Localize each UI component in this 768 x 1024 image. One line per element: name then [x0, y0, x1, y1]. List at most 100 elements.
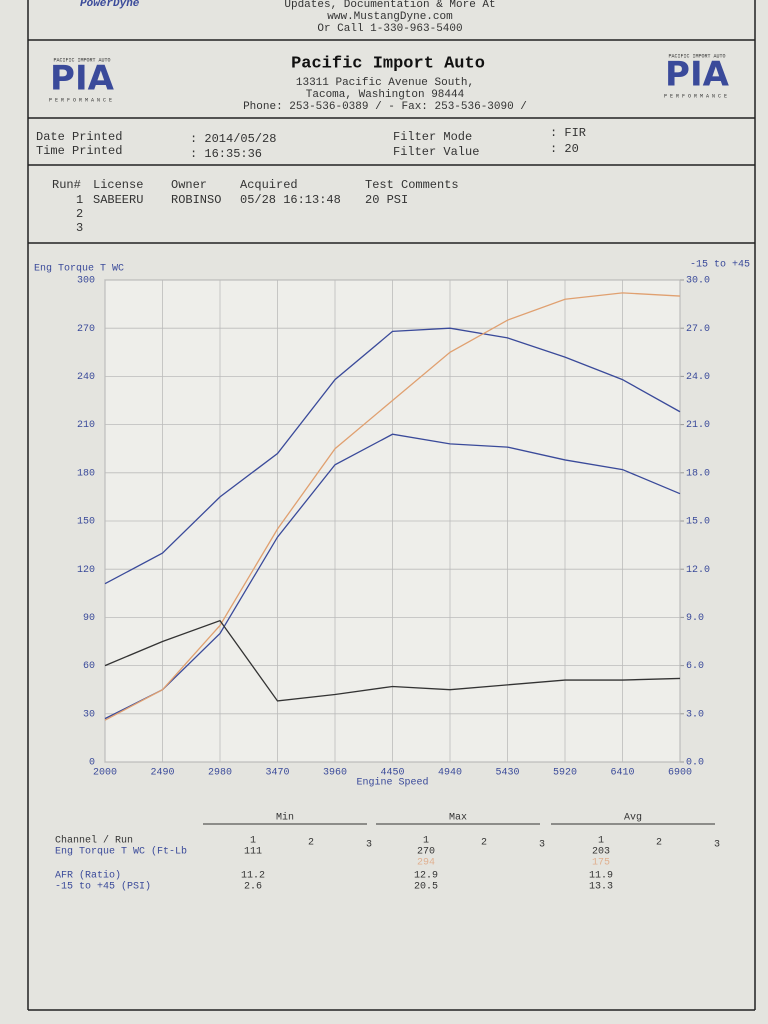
y2-tick-label: 30.0 — [686, 276, 710, 287]
header-line: www.MustangDyne.com — [327, 11, 453, 23]
x-tick-label: 2490 — [150, 768, 174, 779]
y2-tick-label: 24.0 — [686, 372, 710, 383]
column-header: Acquired — [240, 178, 298, 192]
cell: 05/28 16:13:48 — [240, 193, 341, 207]
cell: 13.3 — [589, 882, 613, 893]
chart: 0 30 60 90 120 150 180 210 240 270 300 0.0 3.0 6.0 9.0… — [34, 260, 750, 789]
y-tick-label: 210 — [77, 420, 95, 431]
x-tick-label: 3470 — [265, 768, 289, 779]
y-tick-label: 300 — [77, 276, 95, 287]
y2-tick-label: 18.0 — [686, 468, 710, 479]
series-line — [104, 292, 681, 721]
y2-tick-label: 15.0 — [686, 517, 710, 528]
info-value: : 2014/05/28 — [190, 132, 276, 146]
company-name: Pacific Import Auto — [291, 54, 485, 73]
series-line — [104, 619, 681, 702]
cell: 1 — [76, 193, 83, 207]
y2-tick-label: 12.0 — [686, 565, 710, 576]
series-line — [104, 433, 681, 720]
cell: 11.9 — [589, 871, 613, 882]
cell: 294 — [417, 858, 435, 869]
y2-tick-label: 21.0 — [686, 420, 710, 431]
y2-tick-label: 0.0 — [686, 758, 704, 769]
address: Tacoma, Washington 98444 — [306, 89, 465, 101]
y2-tick-label: 27.0 — [686, 324, 710, 335]
cell: 2.6 — [244, 882, 262, 893]
cell: SABEERU — [93, 193, 143, 207]
run-number: 3 — [366, 840, 372, 851]
header-line: Or Call 1-330-963-5400 — [317, 23, 462, 35]
cell: 270 — [417, 847, 435, 858]
info-label: Date Printed — [36, 130, 122, 144]
y2-tick-label: 6.0 — [686, 661, 704, 672]
y-tick-label: 180 — [77, 468, 95, 479]
logo-bottom: PERFORMANCE — [664, 93, 730, 99]
y-tick-label: 30 — [83, 709, 95, 720]
run-number: 1 — [598, 836, 604, 847]
x-tick-label: 2980 — [208, 768, 232, 779]
address: 13311 Pacific Avenue South, — [296, 77, 474, 89]
x-tick-label: 5430 — [495, 768, 519, 779]
x-tick-label: 5920 — [553, 768, 577, 779]
address: Phone: 253-536-0389 / - Fax: 253-536-309… — [243, 101, 527, 113]
column-header: Test Comments — [365, 178, 459, 192]
cell: 2 — [76, 207, 83, 221]
group-header: Avg — [624, 813, 642, 824]
run-number: 1 — [423, 836, 429, 847]
cell: ROBINSO — [171, 193, 221, 207]
cell: 175 — [592, 858, 610, 869]
logo-top: PACIFIC IMPORT AUTO — [53, 57, 110, 63]
y2-tick-label: 9.0 — [686, 613, 704, 624]
header-line: Updates, Documentation & More At — [284, 0, 495, 11]
info-value: : 16:35:36 — [190, 147, 262, 161]
cell: 12.9 — [414, 871, 438, 882]
column-header: Run# — [52, 178, 81, 192]
y-tick-label: 0 — [89, 758, 95, 769]
cell: 203 — [592, 847, 610, 858]
y-axis-title: Eng Torque T WC — [34, 264, 124, 275]
row-label: AFR (Ratio) — [55, 870, 121, 882]
run-number: 2 — [481, 838, 487, 849]
logo: PowerDyne — [80, 0, 140, 10]
run-number: 1 — [250, 836, 256, 847]
info-label: Filter Mode — [393, 130, 472, 144]
info-value: : FIR — [550, 126, 586, 140]
group-header: Max — [449, 813, 467, 824]
column-header: Owner — [171, 178, 207, 192]
y-tick-label: 240 — [77, 372, 95, 383]
runs-table: Run# License Owner Acquired Test Comments 1 SA… — [52, 178, 459, 235]
y-tick-label: 90 — [83, 613, 95, 624]
y2-tick-label: 3.0 — [686, 709, 704, 720]
run-number: 2 — [308, 838, 314, 849]
y-tick-label: 120 — [77, 565, 95, 576]
y-tick-label: 60 — [83, 661, 95, 672]
group-header: Min — [276, 812, 294, 824]
logo-top: PACIFIC IMPORT AUTO — [668, 53, 725, 59]
logo: PIA — [50, 59, 115, 99]
x-tick-label: 4450 — [380, 768, 404, 779]
x-tick-label: 3960 — [323, 768, 347, 779]
info-value: : 20 — [550, 142, 579, 156]
y-tick-label: 270 — [77, 324, 95, 335]
y2-axis-title: -15 to +45 — [690, 260, 750, 271]
row-label: -15 to +45 (PSI) — [55, 881, 151, 893]
info-label: Time Printed — [36, 144, 122, 158]
column-header: License — [93, 178, 143, 192]
y-tick-label: 150 — [77, 517, 95, 528]
x-tick-label: 4940 — [438, 768, 462, 779]
cell: 3 — [76, 221, 83, 235]
info-label: Filter Value — [393, 145, 479, 159]
row-header: Channel / Run — [55, 835, 133, 847]
cell: 11.2 — [241, 871, 265, 882]
x-tick-label: 6900 — [668, 768, 692, 779]
run-number: 2 — [656, 838, 662, 849]
series-line — [104, 327, 681, 585]
run-number: 3 — [539, 840, 545, 851]
logo: PIA — [665, 55, 730, 95]
row-label: Eng Torque T WC (Ft-Lb — [55, 846, 187, 858]
x-tick-label: 2000 — [93, 768, 117, 779]
cell: 20.5 — [414, 882, 438, 893]
